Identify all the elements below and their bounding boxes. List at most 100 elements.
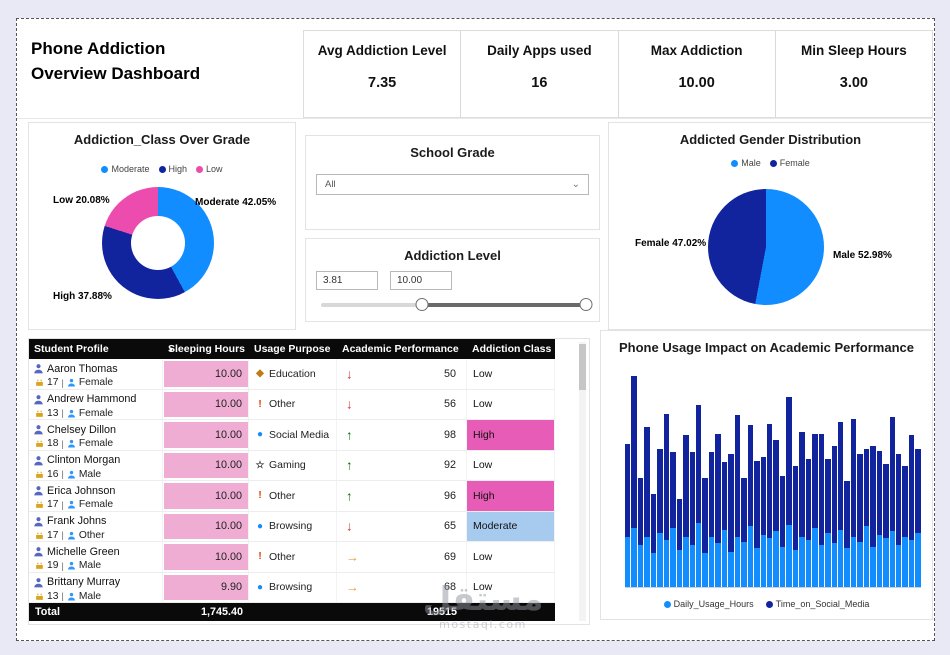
stacked-bar[interactable]	[883, 464, 889, 587]
table-row[interactable]: Erica Johnson 17 | Female 10.00! Other ↑ 96 High	[29, 481, 555, 512]
stacked-bar[interactable]	[741, 477, 747, 587]
stacked-bar[interactable]	[721, 462, 728, 587]
column-header-academic-performance[interactable]: Academic Performance	[342, 343, 459, 355]
addiction-min-input[interactable]	[316, 271, 378, 290]
stacked-bar[interactable]	[689, 452, 695, 587]
legend-item-moderate[interactable]: Moderate	[101, 164, 150, 174]
stacked-bar[interactable]	[644, 427, 650, 587]
table-row[interactable]: Aaron Thomas 17 | Female 10.00 ◆ Education ↓ 50 L…	[29, 359, 555, 390]
student-name: Erica Johnson	[47, 484, 116, 497]
kpi-card-0[interactable]: Avg Addiction Level 7.35	[304, 31, 462, 117]
column-header-student-profile[interactable]: Student Profile	[34, 343, 109, 355]
sleeping-hours-cell: 10.00	[163, 420, 249, 450]
legend-item-time_on_social_media[interactable]: Time_on_Social_Media	[765, 599, 869, 609]
school-grade-dropdown[interactable]: All ⌄	[316, 174, 589, 195]
kpi-card-3[interactable]: Min Sleep Hours 3.00	[776, 31, 932, 117]
daily-usage-segment	[902, 536, 908, 587]
legend-item-male[interactable]: Male	[731, 158, 761, 168]
stacked-bar[interactable]	[825, 459, 831, 587]
stacked-bar[interactable]	[625, 443, 631, 587]
stacked-bar[interactable]	[657, 448, 663, 587]
stacked-bar[interactable]	[896, 453, 902, 587]
kpi-card-2[interactable]: Max Addiction 10.00	[619, 31, 776, 117]
stacked-bar[interactable]	[708, 452, 715, 587]
stacked-bar[interactable]	[754, 460, 760, 587]
stacked-bar[interactable]	[902, 465, 908, 587]
stacked-bar[interactable]	[766, 423, 773, 587]
table-row[interactable]: Brittany Murray 13 | Male 9.90 ● Browsing → 68 Lo…	[29, 572, 555, 603]
sleeping-hours-cell: 9.90	[163, 572, 249, 602]
stacked-bar[interactable]	[844, 480, 850, 587]
stacked-bar[interactable]	[734, 415, 741, 587]
stacked-bar[interactable]	[747, 425, 754, 587]
stacked-bar[interactable]	[870, 445, 876, 587]
usage-purpose-value: Social Media	[269, 428, 330, 441]
daily-usage-segment	[908, 539, 915, 587]
stacked-bar[interactable]	[786, 396, 792, 587]
table-row[interactable]: Andrew Hammond 13 | Female 10.00! Other ↓ 56 Low	[29, 389, 555, 420]
stacked-bar[interactable]	[812, 433, 818, 587]
stacked-bar[interactable]	[799, 432, 805, 587]
column-header-sleeping-hours[interactable]: Sleeping Hours ▼	[163, 339, 249, 359]
table-scrollbar[interactable]	[579, 342, 586, 621]
stacked-bar[interactable]	[857, 453, 863, 587]
legend-item-low[interactable]: Low	[196, 164, 223, 174]
slider-handle-max[interactable]	[579, 298, 593, 311]
social-media-segment	[708, 452, 715, 537]
stacked-bar[interactable]	[670, 452, 676, 587]
legend-item-high[interactable]: High	[158, 164, 187, 174]
stacked-bar[interactable]	[837, 421, 844, 587]
kpi-card-1[interactable]: Daily Apps used 16	[461, 31, 619, 117]
addiction-max-input[interactable]	[390, 271, 452, 290]
stacked-bar[interactable]	[863, 448, 870, 587]
stacked-bar[interactable]	[760, 457, 766, 587]
stacked-bar[interactable]	[702, 477, 708, 587]
column-header-addiction-class[interactable]: Addiction Class	[472, 343, 552, 355]
stacked-bar[interactable]	[805, 458, 812, 587]
daily-usage-segment	[915, 533, 921, 587]
social-media-segment	[715, 433, 721, 544]
stacked-bar[interactable]	[889, 416, 896, 587]
stacked-bar[interactable]	[728, 453, 734, 587]
stacked-bar[interactable]	[818, 433, 825, 587]
addiction-class-donut[interactable]	[102, 187, 214, 299]
legend-item-daily_usage_hours[interactable]: Daily_Usage_Hours	[663, 599, 754, 609]
stacked-bar[interactable]	[915, 448, 921, 587]
stacked-bar[interactable]	[695, 405, 702, 587]
gender-pie[interactable]	[708, 189, 824, 305]
table-row[interactable]: Chelsey Dillon 18 | Female 10.00 ● Social Medi…	[29, 420, 555, 451]
table-row[interactable]: Clinton Morgan 16 | Male 10.00 ☆ Gaming ↑ 92 Low	[29, 450, 555, 481]
stacked-bar[interactable]	[850, 418, 857, 587]
addiction-range-slider[interactable]	[321, 298, 593, 311]
table-row[interactable]: Michelle Green 19 | Male 10.00! Other → 69 Low	[29, 542, 555, 573]
stacked-bar[interactable]	[637, 477, 644, 587]
stacked-bar[interactable]	[831, 445, 837, 587]
daily-usage-segment	[728, 551, 734, 587]
student-gender: Male	[78, 590, 102, 602]
slider-handle-min[interactable]	[415, 298, 429, 311]
stacked-bar[interactable]	[631, 376, 637, 587]
donut-hole	[131, 216, 185, 270]
stacked-bar[interactable]	[663, 413, 670, 587]
table-scrollbar-thumb[interactable]	[579, 344, 586, 390]
column-header-usage-purpose[interactable]: Usage Purpose	[254, 343, 331, 355]
table-row[interactable]: Frank Johns 17 | Other 10.00 ● Browsing ↓ 65 Mode…	[29, 511, 555, 542]
stacked-bar[interactable]	[676, 499, 683, 587]
social-media-segment	[760, 457, 766, 535]
legend-item-female[interactable]: Female	[769, 158, 810, 168]
stacked-bar[interactable]	[683, 435, 689, 587]
daily-usage-segment	[850, 536, 857, 587]
stacked-bar[interactable]	[792, 465, 799, 587]
social-media-segment	[805, 458, 812, 540]
stacked-bar[interactable]	[876, 450, 883, 587]
stacked-bar[interactable]	[650, 494, 657, 587]
legend-dot-icon	[663, 600, 671, 608]
pie-legend: Male Female	[609, 158, 932, 168]
academic-performance-cell: → 69	[337, 542, 467, 572]
stacked-bar[interactable]	[715, 433, 721, 587]
total-score: 19515	[426, 606, 457, 618]
social-media-segment	[657, 448, 663, 534]
stacked-bar[interactable]	[779, 475, 786, 587]
stacked-bar[interactable]	[908, 435, 915, 587]
stacked-bar[interactable]	[773, 440, 779, 587]
